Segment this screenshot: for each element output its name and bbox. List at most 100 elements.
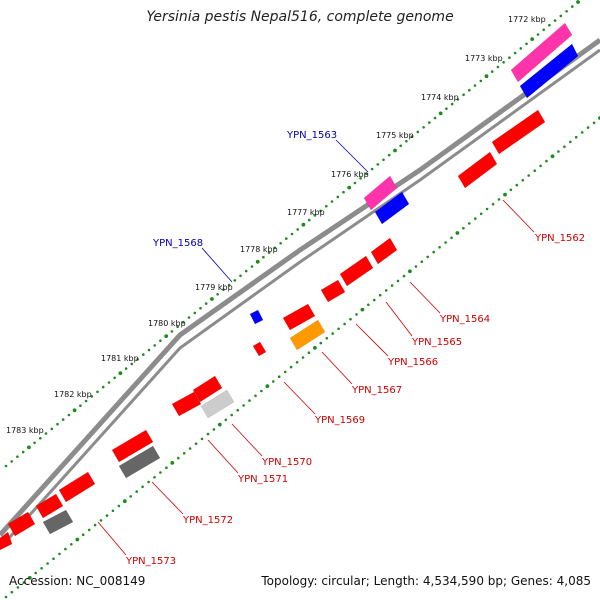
outer-tick-mark [290, 232, 294, 236]
gene-ypn-1567[interactable] [289, 319, 326, 351]
inner-tick-mark [129, 495, 132, 498]
outer-tick-mark [456, 98, 460, 101]
gene-label[interactable]: YPN_1569 [314, 415, 365, 426]
outer-tick-mark [353, 181, 357, 185]
inner-tick-mark [75, 537, 80, 542]
gene-ypn-1568[interactable] [249, 309, 264, 325]
outer-tick-mark [159, 339, 162, 343]
gene-ypn-1572-cds-a[interactable] [58, 471, 96, 503]
outer-tick-mark [387, 153, 391, 157]
gene-ypn-1572-cds-b[interactable] [35, 493, 64, 519]
inner-tick-mark [105, 514, 109, 517]
gene-label[interactable]: YPN_1573 [125, 556, 176, 567]
outer-tick-mark [370, 167, 374, 171]
inner-tick-mark [70, 543, 73, 546]
gene-ypn-1571-cds[interactable] [111, 429, 154, 463]
label-leader [321, 351, 353, 385]
inner-tick-mark [295, 361, 299, 364]
gene-ypn-1563[interactable] [363, 175, 398, 211]
gene-ypn-1562-a[interactable] [491, 109, 546, 155]
gene-ypn-1566[interactable] [320, 279, 346, 303]
tick-label: 1780 kbp [148, 319, 186, 328]
feature-track [0, 22, 579, 551]
outer-tick-mark [233, 279, 237, 282]
gene-ypn-1564[interactable] [370, 237, 398, 265]
outer-tick-mark [565, 10, 568, 13]
label-leader [385, 301, 413, 337]
gene-ypn-1562-pink[interactable] [510, 22, 573, 83]
outer-tick-mark [559, 14, 563, 18]
inner-tick-mark [206, 432, 210, 436]
inner-tick-mark [390, 284, 394, 287]
gene-label[interactable]: YPN_1564 [439, 314, 490, 325]
inner-tick-mark [242, 404, 245, 407]
gene-ypn-1570[interactable] [200, 389, 235, 419]
outer-tick-mark [548, 23, 551, 27]
gene-ypn-1571[interactable] [118, 445, 161, 479]
outer-tick-mark [359, 177, 362, 180]
outer-tick-mark [113, 376, 116, 380]
tick-label: 1773 kbp [465, 54, 503, 63]
inner-tick-mark [378, 293, 382, 297]
outer-tick-mark [416, 130, 420, 134]
inner-tick-mark [122, 499, 127, 504]
gene-ypn-1567-cds[interactable] [282, 303, 316, 331]
outer-tick-mark [107, 381, 111, 384]
inner-tick-mark [217, 422, 222, 427]
gene-ypn-1573[interactable] [0, 531, 13, 551]
gene-label[interactable]: YPN_1562 [534, 233, 585, 244]
gene-label[interactable]: YPN_1570 [261, 457, 312, 468]
inner-tick-mark [420, 260, 424, 264]
gene-label[interactable]: YPN_1565 [411, 337, 462, 348]
outer-tick-mark [484, 74, 489, 79]
inner-tick-mark [40, 567, 43, 570]
gene-label[interactable]: YPN_1572 [182, 515, 233, 526]
outer-tick-mark [450, 102, 454, 106]
gene-ypn-1570-cds-a[interactable] [192, 375, 223, 403]
outer-tick-mark [382, 158, 385, 162]
gene-label[interactable]: YPN_1571 [237, 474, 288, 485]
outer-tick-mark [496, 65, 500, 69]
gene-label[interactable]: YPN_1568 [152, 238, 203, 249]
inner-tick-mark [355, 313, 358, 316]
gene-ypn-1569[interactable] [252, 341, 267, 357]
gene-labels: YPN_1563 YPN_1568 YPN_1562 YPN_1564 YPN_1565… [125, 130, 585, 567]
gene-rna-1562[interactable] [519, 43, 579, 99]
inner-tick-mark [521, 179, 525, 182]
gene-label[interactable]: YPN_1563 [286, 130, 337, 141]
gene-ypn-1563-rna[interactable] [374, 191, 410, 225]
tick-label: 1782 kbp [54, 390, 92, 399]
outer-tick-mark [4, 464, 8, 468]
gene-ypn-1570-cds-b[interactable] [171, 391, 202, 417]
gene-ypn-1573-cds[interactable] [7, 511, 36, 537]
accession-text: Accession: NC_008149 [9, 574, 146, 588]
map-title: Yersinia pestis Nepal516, complete genom… [146, 9, 454, 25]
gene-ypn-1565[interactable] [339, 255, 374, 287]
gene-label[interactable]: YPN_1567 [351, 385, 402, 396]
inner-tick-mark [111, 509, 115, 513]
tick-label: 1774 kbp [421, 93, 459, 102]
inner-tick-mark [141, 485, 144, 489]
label-leader [207, 439, 239, 474]
inner-tick-mark [557, 150, 560, 153]
outer-tick-mark [445, 107, 448, 110]
tick-label: 1776 kbp [331, 170, 369, 179]
inner-tick-mark [212, 428, 216, 431]
tick-label: 1783 kbp [6, 426, 44, 435]
inner-tick-mark [81, 533, 85, 536]
inner-tick-mark [224, 418, 228, 422]
outer-tick-mark [61, 418, 65, 421]
inner-tick-mark [497, 198, 501, 201]
tick-label: 1781 kbp [101, 354, 139, 363]
outer-tick-mark [72, 408, 77, 413]
outer-tick-mark [508, 56, 511, 59]
gene-ypn-1562-b[interactable] [457, 151, 498, 189]
outer-tick-mark [182, 320, 185, 324]
inner-tick-mark [414, 265, 418, 268]
inner-tick-mark [586, 126, 590, 129]
outer-tick-mark [50, 427, 54, 431]
inner-tick-mark [360, 307, 365, 312]
gene-label[interactable]: YPN_1566 [387, 357, 438, 368]
gene-ypn-1572[interactable] [42, 509, 74, 535]
